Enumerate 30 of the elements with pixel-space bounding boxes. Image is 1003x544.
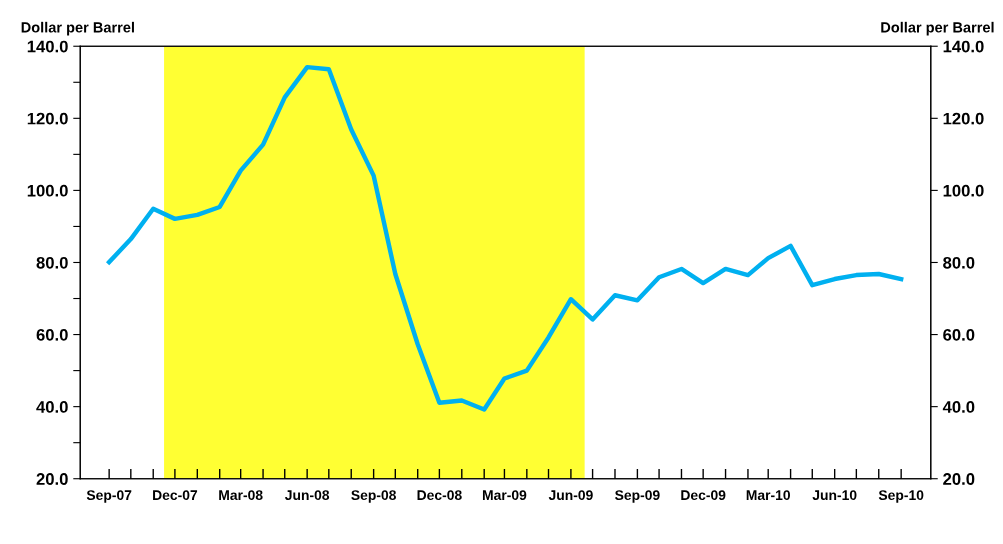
x-tick-label: Jun-09 [548,490,593,501]
y2-tick-label: 140.0 [943,40,984,53]
y2-tick-label: 60.0 [943,328,975,341]
y2-tick-label: 20.0 [943,473,975,485]
y2-tick-label: 120.0 [943,112,984,125]
y-tick-label: 80.0 [36,256,68,269]
x-tick-label: Jun-10 [812,490,857,501]
y-tick-label: 20.0 [36,473,68,485]
x-tick-label: Mar-09 [482,490,527,501]
y-tick-label: 140.0 [27,40,68,53]
y2-tick-label: 100.0 [943,184,984,197]
y-tick-label: 120.0 [27,112,68,125]
x-tick-label: Dec-07 [153,490,198,501]
y-tick-label: 40.0 [36,401,68,413]
x-tick-label: Sep-09 [615,490,660,503]
y2-tick-label: 80.0 [943,256,975,269]
y2-tick-label: 40.0 [942,401,975,413]
x-tick-label: Dec-09 [681,490,726,501]
y-tick-label: 100.0 [27,184,68,197]
x-tick-label: Sep-07 [86,490,132,503]
x-tick-label: Dec-08 [417,490,462,501]
y-tick-label: 60.0 [36,328,68,341]
x-tick-label: Mar-10 [746,490,791,501]
x-tick-label: Sep-10 [878,490,924,503]
y-axis-title: Dollar per Barrel [21,21,134,36]
x-tick-label: Mar-08 [219,490,263,501]
y2-axis-title: Dollar per Barrel [881,21,994,36]
x-tick-label: Sep-08 [351,490,396,503]
x-tick-label: Jun-08 [284,490,330,501]
line-series [106,64,904,412]
